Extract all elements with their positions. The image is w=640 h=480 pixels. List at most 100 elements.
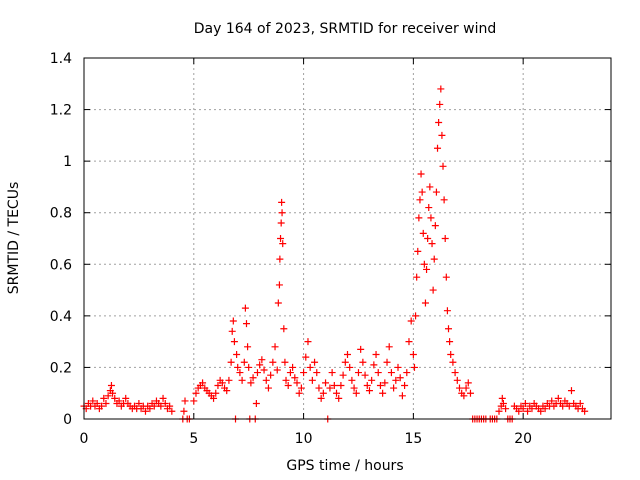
data-point <box>308 376 316 384</box>
grid-lines <box>84 58 611 419</box>
data-point <box>313 369 321 377</box>
data-point <box>159 394 167 402</box>
data-point <box>425 204 433 212</box>
data-point <box>289 363 297 371</box>
data-point <box>426 183 434 191</box>
data-point <box>146 405 154 413</box>
x-tick-label: 10 <box>295 431 313 447</box>
data-point <box>107 381 115 389</box>
data-point <box>111 394 119 402</box>
data-point <box>352 389 360 397</box>
data-point <box>271 343 279 351</box>
data-point <box>311 358 319 366</box>
data-point <box>495 407 503 415</box>
y-axis-label: SRMTID / TECUs <box>6 182 22 295</box>
data-point <box>451 369 459 377</box>
data-point <box>264 384 272 392</box>
data-point <box>548 397 556 405</box>
data-point <box>247 379 255 387</box>
data-point <box>278 198 286 206</box>
data-point <box>223 387 231 395</box>
chart-title: Day 164 of 2023, SRMTID for receiver win… <box>194 21 497 37</box>
data-point <box>368 376 376 384</box>
data-point <box>304 338 312 346</box>
data-point <box>236 369 244 377</box>
data-point <box>225 376 233 384</box>
data-point <box>102 400 110 408</box>
data-point <box>401 381 409 389</box>
data-point <box>242 320 250 328</box>
data-point <box>443 307 451 315</box>
data-point <box>376 381 384 389</box>
data-point <box>581 407 589 415</box>
data-point <box>277 219 285 227</box>
data-point <box>275 281 283 289</box>
data-point <box>405 338 413 346</box>
data-point <box>554 394 562 402</box>
data-point <box>93 400 101 408</box>
data-point <box>317 394 325 402</box>
data-point <box>228 327 236 335</box>
data-point <box>293 379 301 387</box>
data-point <box>230 338 238 346</box>
data-point <box>410 363 418 371</box>
data-point <box>435 118 443 126</box>
data-point <box>559 402 567 410</box>
data-point <box>453 376 461 384</box>
data-point <box>276 255 284 263</box>
data-point <box>447 351 455 359</box>
data-point <box>428 240 436 248</box>
data-point <box>274 299 282 307</box>
data-point <box>241 304 249 312</box>
x-tick-label: 0 <box>80 431 89 447</box>
data-point <box>420 260 428 268</box>
y-tick-label: 0 <box>63 412 72 428</box>
data-point <box>464 379 472 387</box>
data-point <box>278 209 286 217</box>
data-point <box>354 369 362 377</box>
data-point <box>541 405 549 413</box>
data-point <box>330 381 338 389</box>
data-point <box>161 400 169 408</box>
data-point <box>439 162 447 170</box>
data-point <box>466 389 474 397</box>
data-point <box>277 235 285 242</box>
data-point <box>432 188 440 196</box>
data-point <box>576 400 584 408</box>
data-point <box>284 381 292 389</box>
data-point <box>370 361 378 369</box>
data-point <box>166 402 174 410</box>
data-point <box>281 358 289 366</box>
data-point <box>423 265 431 273</box>
data-point <box>141 407 149 415</box>
data-point <box>212 389 220 397</box>
data-point <box>379 389 387 397</box>
data-point <box>429 286 437 294</box>
y-tick-label: 0.8 <box>50 206 72 222</box>
data-point <box>537 407 545 415</box>
data-point <box>157 402 165 410</box>
data-point <box>238 376 246 384</box>
x-tick-label: 15 <box>404 431 422 447</box>
data-point <box>280 325 288 333</box>
data-point <box>359 358 367 366</box>
data-point <box>341 358 349 366</box>
data-point <box>306 363 314 371</box>
data-point <box>335 394 343 402</box>
data-point <box>403 369 411 377</box>
data-point <box>245 363 253 371</box>
data-point <box>438 131 446 139</box>
y-tick-label: 1.2 <box>50 103 72 119</box>
data-point <box>421 299 429 307</box>
data-point <box>267 371 275 379</box>
data-point <box>565 402 573 410</box>
data-point <box>350 384 358 392</box>
data-point <box>115 397 123 405</box>
data-point <box>273 366 281 374</box>
data-point <box>249 374 257 382</box>
data-point <box>346 363 354 371</box>
data-point <box>256 361 264 369</box>
data-point <box>445 325 453 333</box>
data-point <box>431 222 439 230</box>
data-point <box>413 273 421 281</box>
